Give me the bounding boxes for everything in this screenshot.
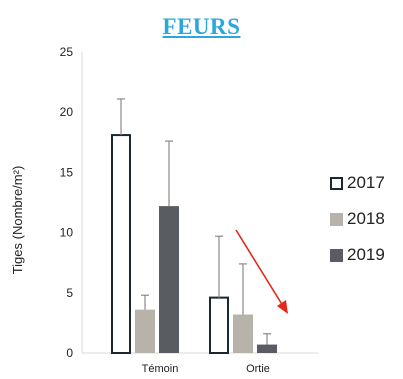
chart-title: FEURS: [162, 14, 241, 39]
legend-swatch-2019: [330, 248, 343, 262]
y-tick-label: 25: [60, 45, 74, 59]
bar-2019-Ortie: [257, 344, 277, 353]
bar-2018-Témoin: [135, 309, 155, 353]
y-tick-label: 5: [66, 286, 73, 300]
bar-2018-Ortie: [233, 314, 253, 353]
y-axis-label: Tiges (Nombre/m²): [10, 166, 25, 275]
y-tick-label: 10: [60, 226, 74, 240]
annotation: [235, 229, 288, 314]
trend-arrow: [235, 229, 284, 307]
y-tick-label: 20: [60, 105, 74, 119]
legend-label-2018: 2018: [347, 209, 385, 228]
y-tick-label: 15: [60, 165, 74, 179]
x-tick-label: Ortie: [246, 363, 270, 375]
bar-2017-Témoin: [111, 134, 131, 354]
legend-swatch-2017: [330, 176, 343, 190]
bars: [111, 134, 277, 354]
y-tick-label: 0: [66, 346, 73, 360]
legend-label-2017: 2017: [347, 173, 385, 192]
x-tick-label: Témoin: [142, 363, 179, 375]
trend-arrow-head: [277, 300, 288, 314]
bar-2017-Ortie: [209, 296, 229, 354]
axes: 0 5 10 15 20 25 Témoin Ortie: [60, 45, 318, 375]
legend-label-2019: 2019: [347, 245, 385, 264]
legend-item-2019: 2019: [330, 244, 403, 266]
bar-2019-Témoin: [159, 206, 179, 353]
legend-item-2017: 2017: [330, 172, 403, 194]
legend-item-2018: 2018: [330, 208, 403, 230]
error-bars: [117, 98, 271, 345]
legend-swatch-2018: [330, 212, 343, 226]
legend: 2017 2018 2019: [330, 172, 403, 280]
